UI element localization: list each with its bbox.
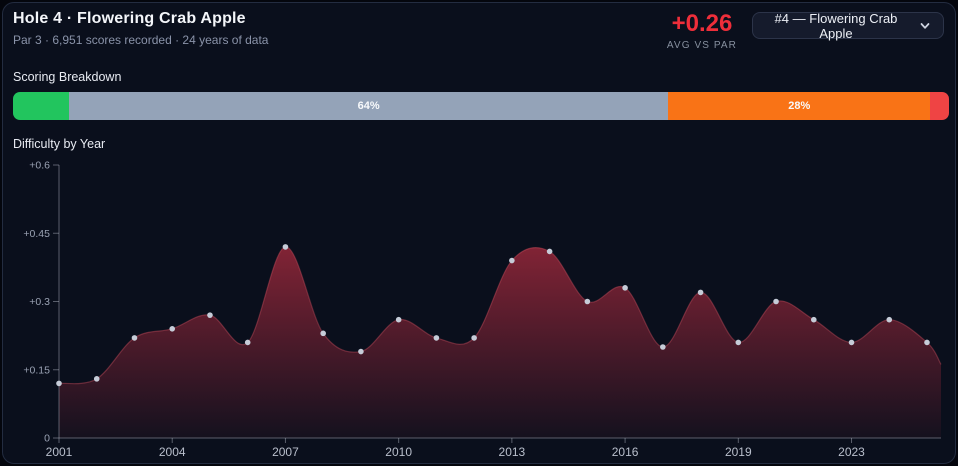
avg-vs-par-value: +0.26: [671, 10, 733, 37]
data-point-2004: [169, 326, 176, 332]
data-point-2025: [924, 339, 930, 346]
difficulty-area: [59, 246, 941, 438]
x-tick-label: 2023: [838, 445, 865, 459]
page-subtitle: Par 3 · 6,951 scores recorded · 24 years…: [13, 33, 269, 47]
data-point-2015: [584, 298, 591, 305]
data-point-2016: [622, 285, 628, 291]
score-segment-1[interactable]: [13, 92, 70, 120]
difficulty-chart: 0 +0.15 +0.3 +0.45 +0.6 2001 2004 2007 2010 2013 2…: [3, 3, 955, 463]
data-point-2012: [471, 335, 477, 341]
y-tick-label: +0.6: [29, 160, 50, 172]
difficulty-line: [58, 246, 942, 385]
x-tick-label: 2016: [612, 445, 639, 459]
data-point-2002: [93, 376, 100, 382]
data-point-2008: [320, 330, 326, 337]
difficulty-chart-title: Difficulty by Year: [13, 137, 106, 151]
data-point-2024: [886, 316, 893, 323]
data-point-2009: [358, 348, 364, 355]
chevron-down-icon: [920, 22, 930, 29]
x-tick-label: 2010: [385, 445, 412, 459]
avg-vs-par-label: AVG VS PAR: [666, 40, 737, 51]
data-point-2003: [131, 335, 138, 341]
data-point-2017: [660, 344, 666, 350]
scoring-breakdown-bar: 64% 28%: [13, 92, 949, 120]
data-point-2005: [207, 312, 213, 318]
y-tick-label: +0.45: [23, 228, 50, 240]
page-title: Hole 4 · Flowering Crab Apple: [13, 10, 246, 27]
data-point-2021: [773, 298, 779, 305]
data-point-2022: [810, 316, 817, 323]
header-right: +0.26 AVG VS PAR #4 — Flowering Crab App…: [667, 11, 944, 51]
header: Hole 4 · Flowering Crab Apple Par 3 · 6,…: [13, 10, 268, 47]
data-point-2014: [546, 248, 553, 255]
hole-select[interactable]: #4 — Flowering Crab Apple: [752, 10, 944, 41]
x-tick-label: 2013: [499, 445, 526, 459]
data-point-2001: [56, 380, 62, 387]
x-tick-label: 2019: [725, 445, 752, 459]
score-segment-label: 28%: [788, 100, 811, 112]
data-point-2007: [282, 244, 289, 250]
data-point-2006: [244, 339, 251, 346]
data-point-2018: [697, 289, 704, 296]
data-point-2010: [395, 316, 402, 323]
y-tick-label: 0: [44, 433, 50, 445]
score-segment-3[interactable]: 28%: [668, 92, 931, 120]
data-point-2023: [848, 339, 855, 346]
data-point-2011: [433, 335, 440, 341]
avg-vs-par: +0.26 AVG VS PAR: [666, 10, 737, 52]
x-tick-label: 2001: [46, 445, 73, 459]
score-segment-4[interactable]: [930, 92, 949, 120]
x-tick-label: 2004: [159, 445, 186, 459]
data-point-2013: [509, 257, 515, 264]
y-tick-label: +0.3: [29, 296, 50, 308]
hole-select-value: #4 — Flowering Crab Apple: [774, 10, 898, 41]
y-tick-label: +0.15: [23, 364, 50, 376]
score-segment-2[interactable]: 64%: [69, 92, 669, 120]
scoring-breakdown-label: Scoring Breakdown: [13, 70, 122, 84]
data-point-2019: [735, 339, 742, 346]
x-tick-label: 2007: [272, 445, 299, 459]
score-segment-label: 64%: [357, 100, 380, 112]
